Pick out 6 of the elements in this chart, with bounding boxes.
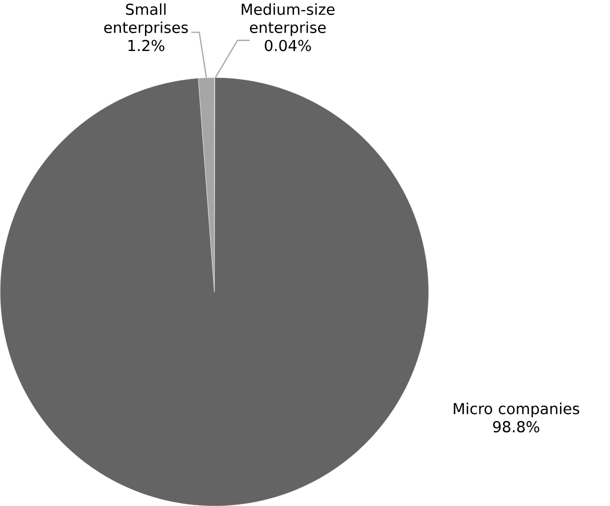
- data-label: 0.04%: [264, 40, 311, 52]
- slice-label: Micro companies: [454, 402, 580, 418]
- slice-label: Medium-size enterprise: [242, 3, 335, 36]
- data-label: 98.8%: [493, 420, 540, 432]
- slice-label: Small enterprises: [104, 3, 188, 36]
- data-label: 1.2%: [128, 40, 164, 52]
